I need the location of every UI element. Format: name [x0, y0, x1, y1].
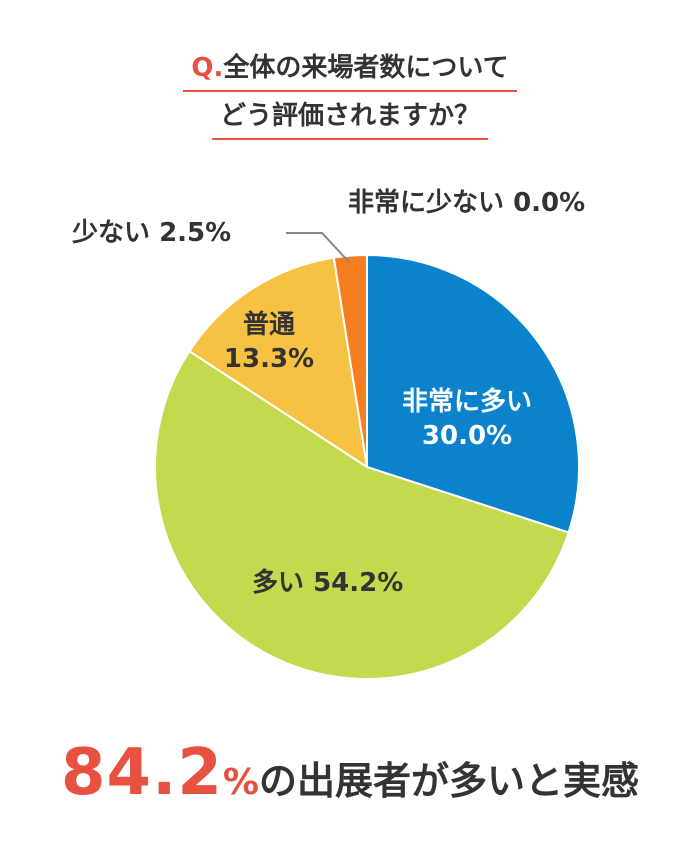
question-prefix: Q.	[191, 53, 224, 83]
summary-value: 84.2	[61, 736, 223, 810]
question-line-2: どう評価されますか？	[211, 94, 488, 140]
category-label-多い: 多い	[252, 568, 305, 598]
value-label-多い: 54.2%	[313, 568, 404, 598]
question-text-1: 全体の来場者数について	[223, 53, 509, 83]
question-title: Q.全体の来場者数について どう評価されますか？	[0, 46, 700, 142]
value-label-少ない: 2.5%	[159, 218, 232, 248]
pie-slice-普通	[188, 256, 369, 470]
category-label-非常に少ない: 非常に少ない	[348, 188, 505, 218]
pie-slice-多い	[154, 349, 570, 680]
slice-label-少ない: 少ない 2.5%	[72, 216, 231, 250]
category-label-少ない: 少ない	[72, 218, 151, 248]
slice-label-非常に多い: 非常に多い 30.0%	[362, 385, 572, 453]
question-line-1: Q.全体の来場者数について	[183, 46, 517, 92]
leader-line-少ない	[286, 232, 350, 263]
summary-caption: の出展者が多いと実感	[258, 759, 639, 803]
summary-unit: %	[222, 762, 259, 803]
value-label-非常に少ない: 0.0%	[513, 188, 586, 218]
slice-label-非常に少ない: 非常に少ない 0.0%	[348, 186, 585, 220]
pie-slices	[154, 253, 580, 680]
pie-slice-非常に多い	[366, 253, 580, 534]
value-label-普通: 13.3%	[223, 344, 315, 374]
slice-label-多い: 多い 54.2%	[252, 566, 403, 600]
category-label-非常に多い: 非常に多い	[401, 387, 532, 417]
summary-text: 84.2%の出展者が多いと実感	[0, 736, 700, 810]
value-label-非常に多い: 30.0%	[421, 421, 513, 451]
category-label-普通: 普通	[242, 310, 295, 340]
pie-slice-少ない	[332, 253, 368, 468]
slice-label-普通: 普通 13.3%	[214, 308, 324, 376]
